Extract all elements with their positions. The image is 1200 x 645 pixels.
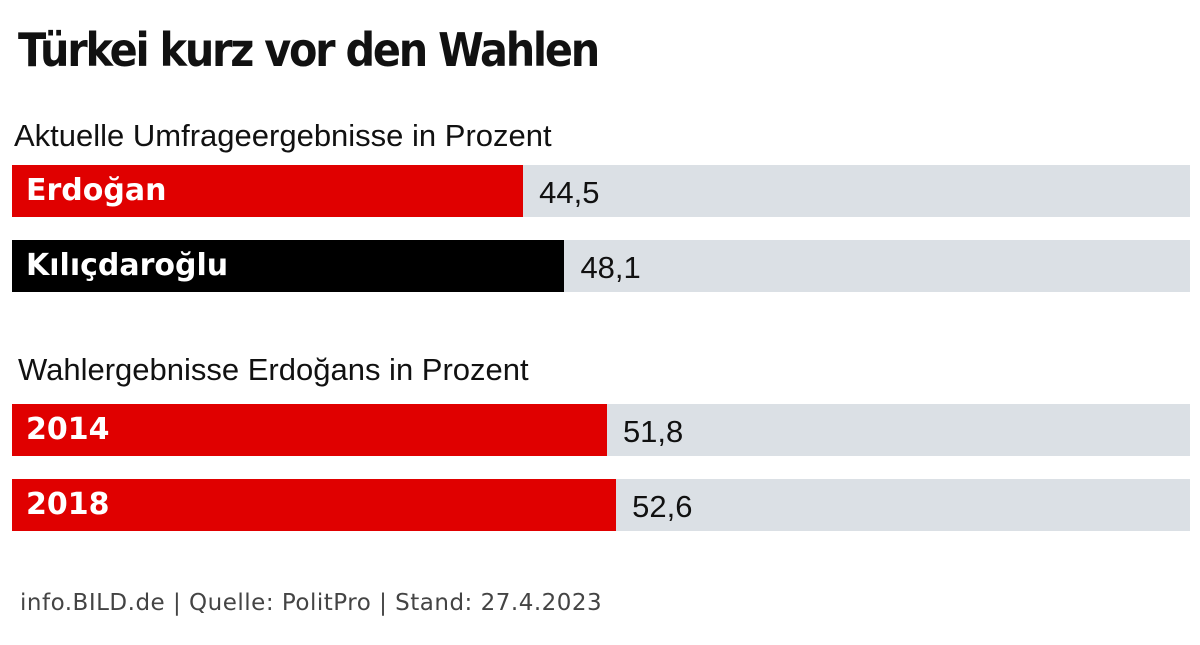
bar-label-2014: 2014 (26, 412, 110, 447)
chart-title: Türkei kurz vor den Wahlen (18, 23, 600, 77)
bar-label-2018: 2018 (26, 487, 110, 522)
data-label-2014: 51,8 (622, 414, 684, 449)
section-label-elections: Wahlergebnisse Erdoğans in Prozent (18, 352, 529, 387)
bar-track-2018: 2018 52,6 (12, 479, 1190, 531)
bar-2018 (12, 479, 617, 531)
bar-track-2014: 2014 51,8 (12, 404, 1190, 456)
data-label-2018: 52,6 (632, 489, 693, 524)
data-label-kilicdaroglu: 48,1 (580, 250, 641, 285)
source-footer: info.BILD.de | Quelle: PolitPro | Stand:… (20, 590, 603, 616)
section-label-polls: Aktuelle Umfrageergebnisse in Prozent (14, 118, 552, 153)
bar-label-kilicdaroglu: Kılıçdaroğlu (26, 248, 229, 283)
bar-track-kilicdaroglu: Kılıçdaroğlu 48,1 (12, 240, 1190, 292)
data-label-erdogan: 44,5 (539, 175, 600, 210)
bar-track-erdogan: Erdoğan 44,5 (12, 165, 1190, 217)
bar-kilicdaroglu (12, 240, 565, 292)
bar-2014 (12, 404, 607, 456)
bar-label-erdogan: Erdoğan (26, 173, 167, 208)
bar-erdogan (12, 165, 524, 217)
